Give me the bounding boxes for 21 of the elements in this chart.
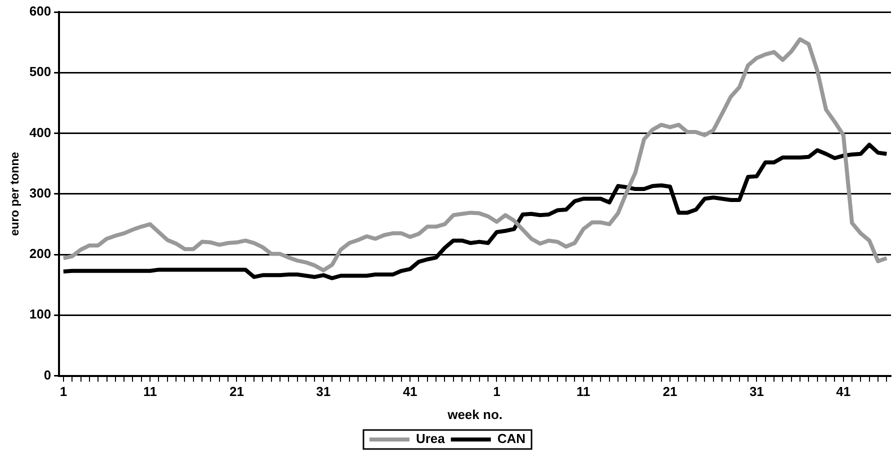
x-tick-label: 11 (576, 384, 590, 400)
legend-label: CAN (497, 431, 526, 446)
x-tick-label: 21 (230, 384, 244, 400)
y-tick-label: 300 (29, 185, 52, 200)
x-tick-label: 41 (836, 384, 851, 400)
x-tick-label: 31 (316, 384, 331, 400)
y-tick-label: 200 (29, 246, 52, 262)
x-axis-title: week no. (446, 406, 503, 422)
x-tick-label: 21 (662, 384, 678, 400)
x-tick-label: 31 (749, 384, 764, 400)
x-tick-label: 41 (402, 384, 418, 400)
y-tick-label: 400 (29, 124, 52, 140)
x-tick-label: 1 (60, 384, 68, 400)
y-tick-label: 100 (29, 306, 52, 322)
y-tick-label: 600 (29, 4, 52, 19)
y-tick-label: 0 (44, 367, 52, 382)
y-axis-title: euro per tonne (8, 152, 22, 236)
x-tick-label: 1 (493, 384, 500, 400)
x-tick-label: 11 (143, 384, 157, 400)
y-tick-label: 500 (29, 64, 52, 80)
legend-label: Urea (416, 431, 446, 446)
